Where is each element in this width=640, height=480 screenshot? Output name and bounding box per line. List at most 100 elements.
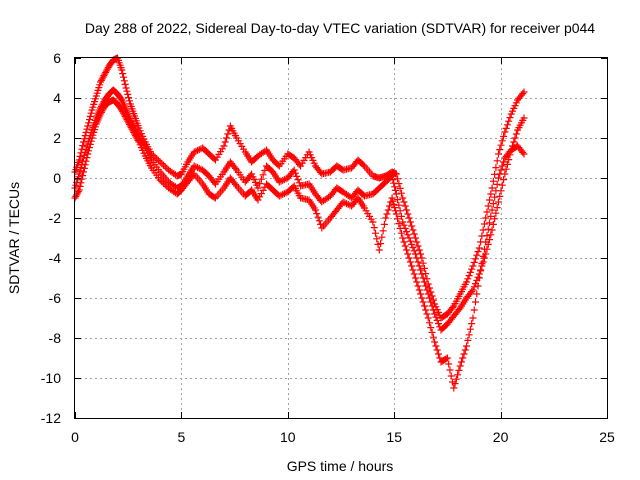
data-point [125,120,133,128]
data-point [415,262,423,270]
data-point [463,342,471,350]
data-point [419,259,427,267]
data-point [423,286,431,294]
data-point [427,324,435,332]
data-point [153,155,161,163]
data-point [369,218,377,226]
data-point [261,147,269,155]
data-point [520,114,528,122]
data-point [80,164,88,172]
data-point [427,298,435,306]
data-point [190,148,198,156]
data-point [422,306,430,314]
data-point [500,176,508,184]
data-point [85,147,93,155]
data-point [401,242,409,250]
data-point [313,210,321,218]
data-point [280,190,288,198]
data-point [488,184,496,192]
data-point [417,266,425,274]
data-point [404,231,412,239]
data-point [128,125,136,133]
data-point [72,192,80,200]
data-point [120,109,128,117]
data-point [132,133,140,141]
data-point [474,282,482,290]
data-point [492,164,500,172]
data-point [474,248,482,256]
data-point [486,236,494,244]
data-point [487,231,495,239]
data-point [117,95,125,103]
data-point [410,230,418,238]
data-point [403,246,411,254]
data-point [496,170,504,178]
y-tick-label: 6 [53,50,61,66]
data-point [194,164,202,172]
data-point [118,106,126,114]
data-point [494,150,502,158]
data-point [470,306,478,314]
data-point [459,354,467,362]
data-point [420,264,428,272]
data-point [194,146,202,154]
data-point [130,128,138,136]
data-point [399,234,407,242]
data-point [224,130,232,138]
data-point [503,121,511,129]
data-point [520,150,528,158]
data-point [418,270,426,278]
data-point [76,182,84,190]
data-point [489,177,497,185]
data-point [77,164,85,172]
data-point [231,180,239,188]
data-point [477,267,485,275]
data-point [85,116,93,124]
data-point [494,174,502,182]
data-point [388,194,396,202]
data-point [102,67,110,75]
data-point [97,110,105,118]
data-point [123,116,131,124]
data-point [400,198,408,206]
data-point [256,180,264,188]
data-point [259,186,267,194]
data-point [279,190,287,198]
data-point [424,290,432,298]
data-point [492,187,500,195]
data-point [129,127,137,135]
data-point [406,237,414,245]
data-point [396,184,404,192]
data-point [451,380,459,388]
data-point [192,163,200,171]
data-point [395,201,403,209]
data-point [422,282,430,290]
data-point [379,227,387,235]
data-point [377,240,385,248]
data-point [85,144,93,152]
data-point [424,314,432,322]
data-point [131,132,139,140]
data-point [98,107,106,115]
data-point [390,179,398,187]
data-point [452,375,460,383]
data-point [429,306,437,314]
data-point [502,124,510,132]
data-point [408,262,416,270]
data-point [160,161,168,169]
data-point [97,108,105,116]
data-point [415,286,423,294]
data-point [423,310,431,318]
data-point [392,210,400,218]
data-point [392,170,400,178]
data-point [434,350,442,358]
data-point [134,136,142,144]
data-point [486,219,494,227]
data-point [192,147,200,155]
data-point [397,189,405,197]
y-axis-label: SDTVAR / TECUs [6,182,22,294]
data-point [493,157,501,165]
y-tick-label: -8 [49,330,62,346]
x-tick-label: 15 [386,429,402,445]
data-point [405,214,413,222]
